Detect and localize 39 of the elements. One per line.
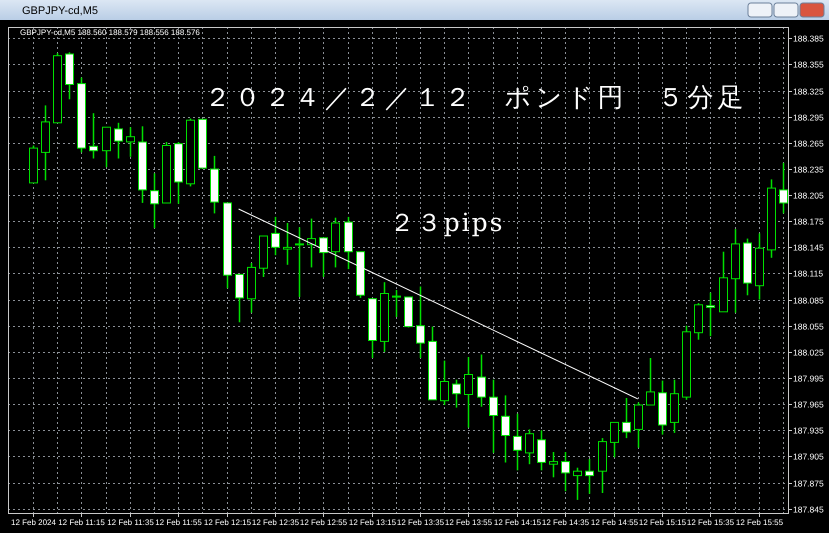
note: ２３pips bbox=[390, 208, 504, 237]
ytick: 188.205 bbox=[793, 190, 824, 200]
ytick: 187.905 bbox=[793, 452, 824, 462]
ytick: 188.385 bbox=[793, 34, 824, 44]
xtick: 12 Feb 12:55 bbox=[300, 518, 348, 527]
ytick: 188.295 bbox=[793, 112, 824, 122]
window-title: GBPJPY-cd,M5 bbox=[22, 5, 98, 17]
ytick: 187.965 bbox=[793, 400, 824, 410]
title: ２０２４／２／１２ ポンド円 ５分足 bbox=[204, 83, 748, 113]
xtick: 12 Feb 12:35 bbox=[252, 518, 300, 527]
xtick: 12 Feb 2024 bbox=[11, 518, 56, 527]
xtick: 12 Feb 15:15 bbox=[638, 518, 686, 527]
ytick: 188.025 bbox=[793, 348, 824, 358]
ytick: 188.325 bbox=[793, 86, 824, 96]
ytick: 188.355 bbox=[793, 60, 824, 70]
xtick: 12 Feb 15:55 bbox=[736, 518, 784, 527]
xtick: 12 Feb 12:15 bbox=[204, 518, 252, 527]
xtick: 12 Feb 14:55 bbox=[590, 518, 638, 527]
ytick: 187.845 bbox=[793, 504, 824, 514]
xtick: 12 Feb 11:15 bbox=[58, 518, 105, 527]
xtick: 12 Feb 14:15 bbox=[494, 518, 542, 527]
ytick: 188.235 bbox=[793, 164, 824, 174]
xtick: 12 Feb 11:55 bbox=[155, 518, 202, 527]
ytick: 188.145 bbox=[793, 242, 824, 252]
ytick: 188.265 bbox=[793, 138, 824, 148]
xtick: 12 Feb 14:35 bbox=[542, 518, 590, 527]
header: GBPJPY-cd,M5 188.560 188.579 188.556 188.576 bbox=[20, 28, 200, 37]
xtick: 12 Feb 13:35 bbox=[396, 518, 444, 527]
ytick: 188.175 bbox=[793, 216, 824, 226]
ytick: 188.085 bbox=[793, 296, 824, 306]
ytick: 188.055 bbox=[793, 322, 824, 332]
ytick: 187.875 bbox=[793, 478, 824, 488]
ytick: 187.935 bbox=[793, 426, 824, 436]
ytick: 187.995 bbox=[793, 374, 824, 384]
xtick: 12 Feb 13:15 bbox=[348, 518, 396, 527]
ytick: 188.115 bbox=[793, 268, 824, 278]
xtick: 12 Feb 15:35 bbox=[686, 518, 734, 527]
xtick: 12 Feb 13:55 bbox=[444, 518, 492, 527]
xtick: 12 Feb 11:35 bbox=[107, 518, 154, 527]
